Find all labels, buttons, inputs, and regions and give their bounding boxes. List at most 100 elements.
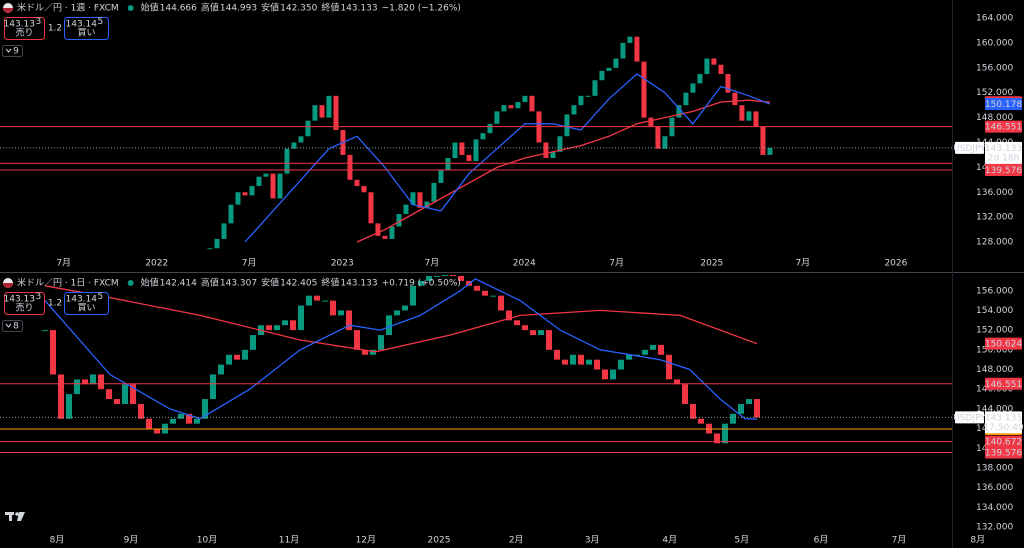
candle [599,70,605,81]
candle [592,80,598,96]
indicators-toggle[interactable] [2,320,23,332]
price-label: 146.551 [985,123,1022,133]
candle [242,349,248,360]
candle [760,126,766,155]
candle [394,310,400,316]
candle [620,42,626,59]
candle [274,325,280,331]
change: +0.719 (+0.50%) [382,279,461,289]
candle [330,300,336,316]
candle [578,354,584,365]
candle [458,275,464,281]
candle [368,192,374,224]
candle [602,369,608,380]
candle [256,176,262,187]
candle [698,418,704,424]
candle [347,154,353,180]
price-label: 139.576 [985,166,1022,176]
candle [282,320,288,326]
buy-label: 買い [77,28,95,39]
ohlc-value: 143.133 [340,279,377,289]
candle [578,95,584,106]
y-tick-label: 136.000 [976,188,1013,198]
candle [250,335,256,350]
candle [722,423,728,444]
candle [546,330,552,350]
candle [648,117,654,127]
sell-button[interactable] [4,17,45,40]
candle [480,133,486,140]
candle [346,310,352,331]
price-label-bg [985,120,1022,133]
candle [606,67,612,71]
ohlc-value: 143.133 [340,4,377,14]
indicators-toggle[interactable] [2,45,23,57]
ohlc-value: 143.307 [220,279,257,289]
y-tick-label: 156.000 [976,63,1013,73]
candle [674,379,680,385]
candle [322,300,328,302]
x-tick-label: 7月 [242,258,257,269]
price-label: 150.624 [985,340,1022,350]
candle [333,95,339,131]
symbol-tag: USDJPY [953,144,986,154]
candle [354,179,360,187]
price-label: 140.672 [985,438,1022,448]
logo-slash [17,512,25,521]
market-status [127,5,134,11]
buy-button[interactable] [64,17,109,40]
candle [234,354,240,360]
ask-price: 143.14 [66,20,98,30]
candle [291,142,297,149]
ohlc-label: 高値 [201,277,219,289]
candle [298,305,304,331]
candle [82,379,88,385]
candle [194,418,200,424]
candle [326,95,332,118]
symbol-title: 米ドル／円 · 1週 · FXCM [17,2,119,14]
candle [650,344,656,350]
x-tick-label: 5月 [734,535,749,546]
candle [754,399,760,418]
candle [361,186,367,193]
candle [218,364,224,375]
candle [554,349,560,360]
candle [122,384,128,404]
candle [114,399,120,404]
x-tick-label: 2月 [509,535,524,546]
x-tick-label: 7月 [609,258,624,269]
candle [202,399,208,419]
candle [410,285,416,306]
sell-button[interactable] [4,292,45,315]
candle [498,295,504,311]
candle [557,136,563,152]
candle [466,154,472,162]
countdown: 2d 18h [988,153,1019,163]
candle [378,335,384,350]
candle [570,354,576,365]
buy-button[interactable] [64,292,109,315]
x-tick-label: 3月 [585,535,600,546]
candle [386,315,392,336]
ohlc-label: 安値 [261,277,279,289]
ohlc-value: 144.666 [160,4,197,14]
x-tick-label: 7月 [795,258,810,269]
indicator-count: 8 [13,322,19,332]
spread: 1.2 [48,24,62,34]
x-tick-label: 12月 [356,535,376,546]
candle [452,142,458,159]
y-tick-label: 138.000 [976,463,1013,473]
candle [725,74,731,93]
candle [682,384,688,404]
chevron-icon [5,323,12,328]
countdown: 17:50:49 [983,423,1024,433]
y-tick-label: 156.000 [976,286,1013,296]
candle [704,58,710,75]
candle [314,295,320,301]
candle [431,182,437,202]
x-tick-label: 10月 [197,535,217,546]
price-label-bg [985,435,1022,448]
candle [66,394,72,419]
y-tick-label: 148.000 [976,365,1013,375]
current-price: 143.133 [985,413,1022,423]
